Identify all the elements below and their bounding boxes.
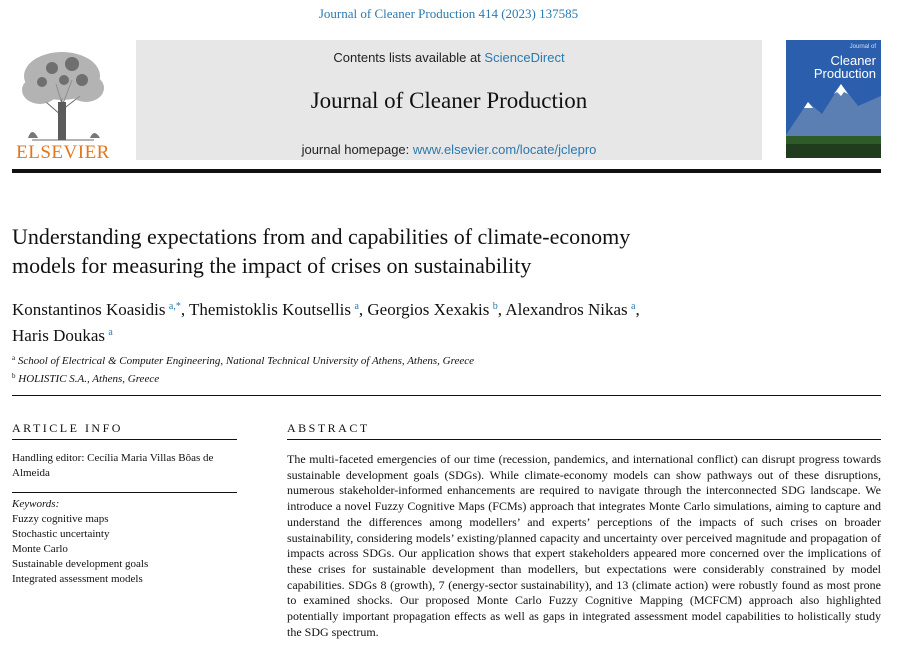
sciencedirect-link[interactable]: ScienceDirect: [484, 50, 565, 65]
homepage-link[interactable]: www.elsevier.com/locate/jclepro: [412, 142, 597, 157]
article-info-divider: [12, 439, 237, 440]
cover-title-line1: Cleaner: [830, 53, 876, 68]
keyword-item: Integrated assessment models: [12, 573, 143, 585]
journal-citation[interactable]: Journal of Cleaner Production 414 (2023)…: [318, 6, 579, 21]
author-separator: ,: [635, 300, 640, 319]
journal-title[interactable]: Journal of Cleaner Production: [310, 88, 588, 113]
homepage-line: journal homepage: www.elsevier.com/locat…: [136, 142, 762, 157]
keywords-block: Keywords: Fuzzy cognitive maps Stochasti…: [12, 497, 237, 587]
homepage-prefix: journal homepage:: [301, 142, 413, 157]
elsevier-wordmark: ELSEVIER: [16, 142, 110, 163]
article-title-line1: Understanding expectations from and capa…: [12, 224, 631, 249]
affiliation-text: School of Electrical & Computer Engineer…: [17, 355, 474, 367]
cover-mountain-image: [786, 40, 881, 158]
author-affiliation-mark[interactable]: a: [631, 301, 636, 312]
contents-prefix: Contents lists available at: [333, 50, 485, 65]
keyword-item: Stochastic uncertainty: [12, 528, 110, 540]
affiliation-mark: a: [12, 354, 16, 362]
article-title: Understanding expectations from and capa…: [12, 222, 772, 280]
keywords-divider: [12, 492, 237, 493]
abstract-divider: [287, 439, 881, 440]
keyword-item: Monte Carlo: [12, 543, 68, 555]
cover-title-line2: Production: [813, 66, 876, 81]
author-affiliation-mark[interactable]: a: [108, 327, 113, 338]
author-affiliation-mark[interactable]: a,*: [168, 301, 181, 312]
header-divider: [12, 169, 881, 173]
handling-editor: Handling editor: Cecília Maria Villas Bô…: [12, 452, 214, 479]
author-name[interactable]: Alexandros Nikas: [505, 300, 628, 319]
contents-line: Contents lists available at ScienceDirec…: [136, 50, 762, 65]
author-separator: ,: [358, 300, 368, 319]
cover-title: Cleaner Production: [814, 54, 876, 80]
author-separator: ,: [180, 300, 190, 319]
affiliation-text: HOLISTIC S.A., Athens, Greece: [18, 373, 160, 385]
affiliation-item: b HOLISTIC S.A., Athens, Greece: [12, 369, 772, 387]
keyword-item: Fuzzy cognitive maps: [12, 513, 109, 525]
author-affiliation-mark[interactable]: a: [354, 301, 359, 312]
journal-cover-thumbnail[interactable]: Journal of Cleaner Production: [786, 40, 881, 158]
affiliation-mark: b: [12, 372, 16, 380]
section-divider: [12, 395, 881, 396]
author-name[interactable]: Konstantinos Koasidis: [12, 300, 166, 319]
journal-header: Contents lists available at ScienceDirec…: [136, 40, 762, 160]
author-name[interactable]: Haris Doukas: [12, 326, 106, 345]
author-separator: ,: [497, 300, 506, 319]
author-name[interactable]: Georgios Xexakis: [367, 300, 490, 319]
cover-journal-of: Journal of: [849, 44, 876, 50]
keywords-label: Keywords:: [12, 498, 60, 510]
article-title-line2: models for measuring the impact of crise…: [12, 253, 532, 278]
affiliations: a School of Electrical & Computer Engine…: [12, 351, 772, 387]
abstract-heading: ABSTRACT: [287, 421, 370, 435]
author-list: Konstantinos Koasidis a,*, Themistoklis …: [12, 295, 772, 347]
affiliation-item: a School of Electrical & Computer Engine…: [12, 351, 772, 369]
author-name[interactable]: Themistoklis Koutsellis: [189, 300, 352, 319]
abstract-text: The multi-faceted emergencies of our tim…: [287, 452, 881, 639]
article-info-heading: ARTICLE INFO: [12, 421, 123, 435]
author-affiliation-mark[interactable]: b: [492, 301, 498, 312]
keyword-item: Sustainable development goals: [12, 558, 149, 570]
elsevier-tree-logo: [12, 46, 114, 164]
